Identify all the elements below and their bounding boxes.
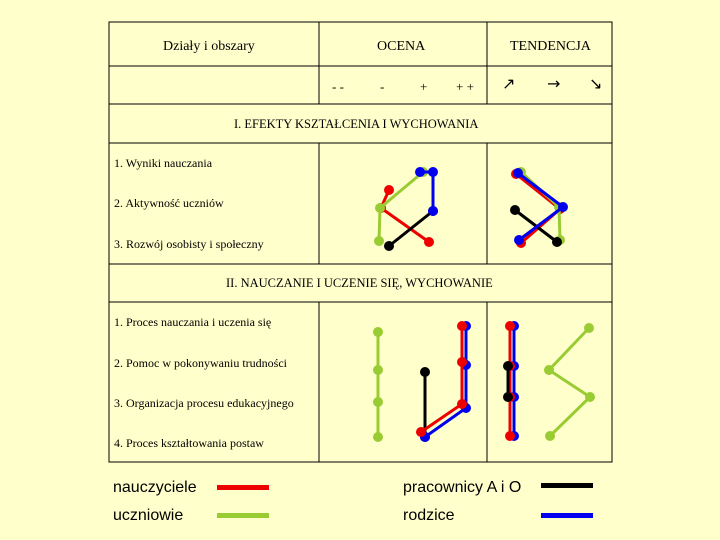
series-point [416,427,426,437]
series-point [544,365,554,375]
section-title: I. EFEKTY KSZTAŁCENIA I WYCHOWANIA [234,117,479,131]
legend-swatch-staff [541,483,593,488]
column-header-areas: Działy i obszary [163,39,255,54]
legend-swatch-parents [541,513,593,518]
legend-label-parents: rodzice [403,507,455,524]
series-point [503,392,513,402]
series-point [373,327,383,337]
series-point [384,185,394,195]
row-label: 3. Organizacja procesu edukacyjnego [114,396,294,410]
legend-label-teachers: nauczyciele [113,479,197,496]
series-line [546,326,593,438]
series-point [510,205,520,215]
series-point [505,431,515,441]
series-point [513,168,523,178]
column-header-trend: TENDENCJA [510,39,591,54]
series-line [424,326,468,439]
series-point [514,235,524,245]
rating-level-very-low: - - [332,79,344,94]
series-point [384,241,394,251]
section-title: II. NAUCZANIE I UCZENIE SIĘ, WYCHOWANIE [226,276,493,290]
series-line-nauczyciele [515,172,563,245]
row-label: 2. Aktywność uczniów [114,196,224,210]
trend-level-icon: → [547,74,561,93]
series-point [428,206,438,216]
series-point [424,237,434,247]
legend-label-students: uczniowie [113,507,184,524]
series-point [585,392,595,402]
series-point [457,399,467,409]
row-label: 2. Pomoc w pokonywaniu trudności [114,356,287,370]
legend-swatch-teachers [217,485,269,490]
series-point [373,397,383,407]
rating-level-very-high: + + [456,79,474,94]
series-point [420,367,430,377]
series-point [503,361,513,371]
row-label: 4. Proces kształtowania postaw [114,436,264,450]
row-label: 1. Wyniki nauczania [114,156,213,170]
series-point [428,167,438,177]
chart-marks [373,167,595,442]
series-line [420,326,464,434]
legend-swatch-students [217,513,269,518]
series-point [373,365,383,375]
series-point [584,323,594,333]
series-point [505,321,515,331]
series-point [375,203,385,213]
series-point [415,167,425,177]
series-point [374,236,384,246]
series-point [373,432,383,442]
series-point [558,202,568,212]
series-line-rodzice [420,170,435,211]
series-point [457,321,467,331]
series-point [457,357,467,367]
row-label: 3. Rozwój osobisty i społeczny [114,237,264,251]
trend-up-icon: ↗ [502,74,516,93]
trend-down-icon: ↘ [589,74,603,93]
row-label: 1. Proces nauczania i uczenia się [114,315,272,329]
rating-level-high: + [420,79,428,94]
series-point [545,431,555,441]
series-line-pracownicy-A-i-O [388,209,434,248]
column-header-rating: OCENA [377,39,426,54]
legend-label-staff: pracownicy A i O [403,479,522,496]
series-point [552,237,562,247]
rating-level-low: - [380,79,385,94]
